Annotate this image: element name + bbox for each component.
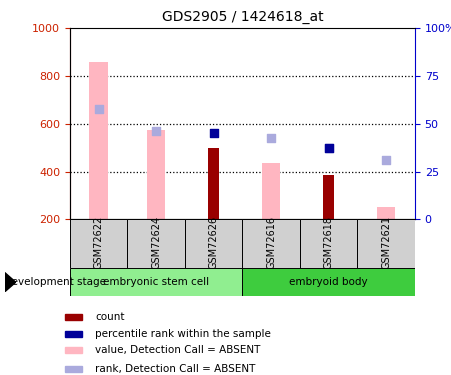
Text: GSM72616: GSM72616 — [266, 216, 276, 269]
Bar — [147, 130, 166, 219]
Bar — [127, 219, 185, 268]
Text: embryoid body: embryoid body — [290, 277, 368, 287]
Point — [152, 128, 160, 134]
Text: embryonic stem cell: embryonic stem cell — [103, 277, 209, 287]
Text: GSM72622: GSM72622 — [94, 216, 104, 269]
Bar — [70, 268, 243, 296]
Bar — [377, 207, 396, 219]
Text: GSM72621: GSM72621 — [381, 216, 391, 269]
Bar — [208, 148, 219, 219]
Bar — [262, 163, 281, 219]
Bar — [300, 219, 357, 268]
Bar — [243, 268, 415, 296]
Text: rank, Detection Call = ABSENT: rank, Detection Call = ABSENT — [96, 364, 256, 374]
Point — [382, 157, 390, 163]
Text: value, Detection Call = ABSENT: value, Detection Call = ABSENT — [96, 345, 261, 355]
Text: development stage: development stage — [5, 277, 106, 287]
Point — [210, 130, 217, 136]
Point — [325, 145, 332, 151]
Point — [95, 106, 102, 112]
Bar — [323, 175, 334, 219]
Bar — [243, 219, 300, 268]
Bar — [70, 219, 127, 268]
Bar — [65, 314, 82, 320]
Bar — [65, 366, 82, 372]
Point — [325, 145, 332, 151]
Text: percentile rank within the sample: percentile rank within the sample — [96, 329, 271, 339]
Point — [267, 135, 275, 141]
Text: GSM72626: GSM72626 — [209, 216, 219, 269]
Bar — [185, 219, 243, 268]
Bar — [89, 62, 108, 219]
Bar — [65, 347, 82, 353]
Bar — [358, 219, 415, 268]
Text: GSM72618: GSM72618 — [324, 216, 334, 269]
Polygon shape — [5, 272, 16, 292]
Bar — [65, 331, 82, 337]
Text: GSM72624: GSM72624 — [151, 216, 161, 269]
Text: count: count — [96, 312, 125, 322]
Title: GDS2905 / 1424618_at: GDS2905 / 1424618_at — [161, 10, 323, 24]
